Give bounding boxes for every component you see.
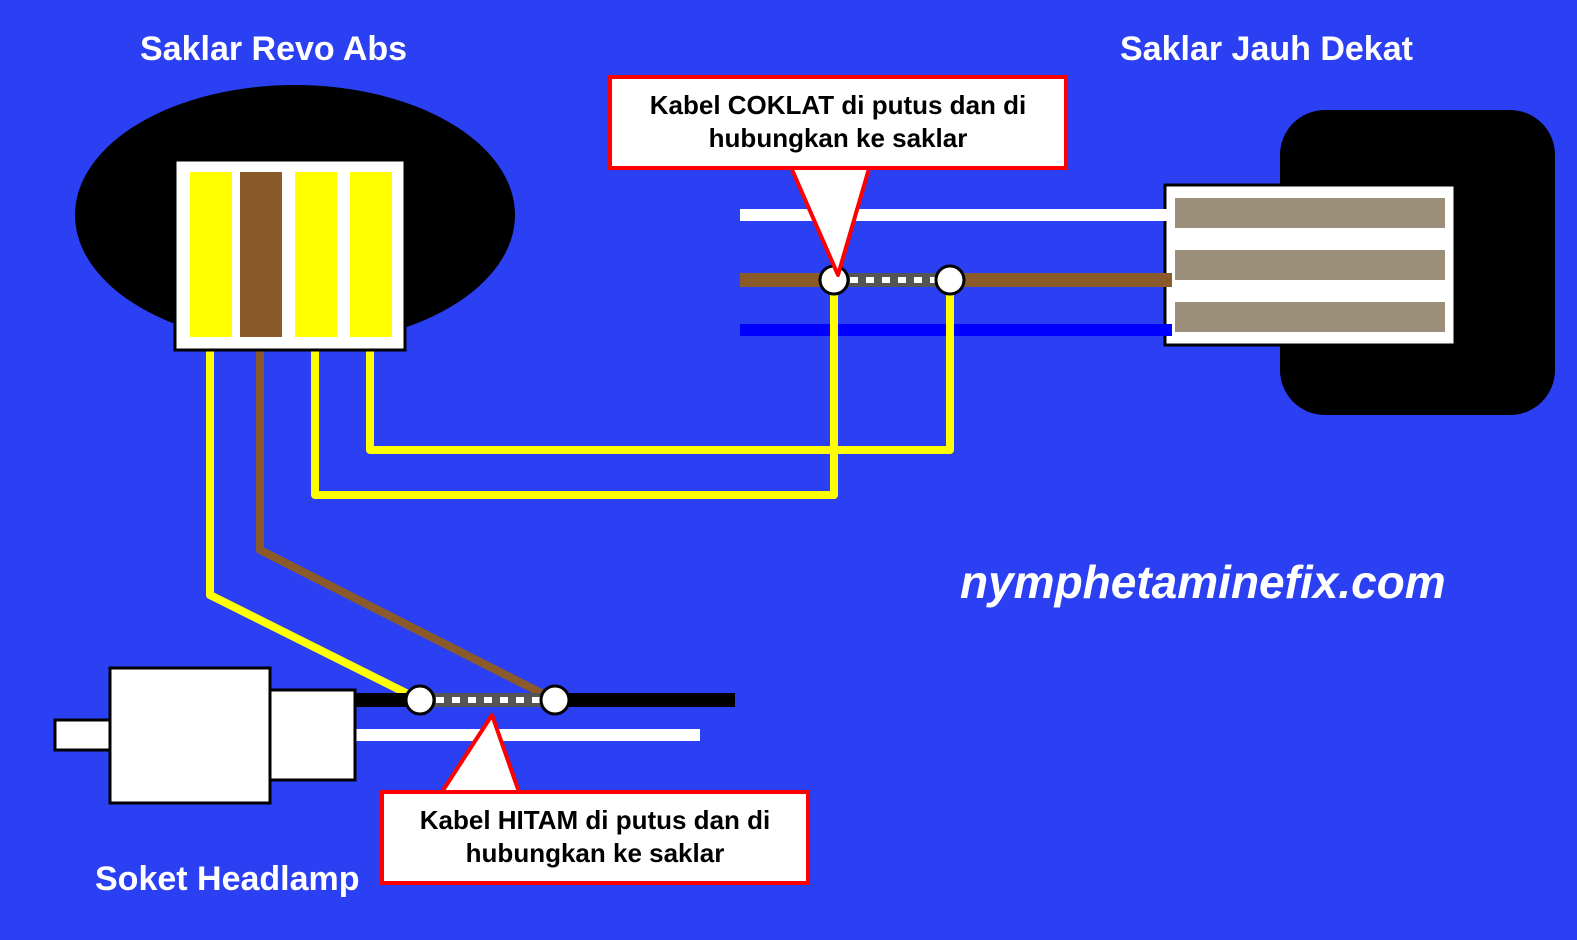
callout-kabel-coklat: Kabel COKLAT di putus dan di hubungkan k… (608, 75, 1068, 170)
callout-kabel-hitam: Kabel HITAM di putus dan di hubungkan ke… (380, 790, 810, 885)
label-saklar-revo: Saklar Revo Abs (140, 30, 407, 69)
watermark-site: nymphetaminefix.com (960, 555, 1446, 609)
label-saklar-jauh: Saklar Jauh Dekat (1120, 30, 1413, 69)
label-soket-headlamp: Soket Headlamp (95, 860, 360, 899)
diagram-stage: Saklar Revo Abs Saklar Jauh Dekat Soket … (0, 0, 1577, 940)
